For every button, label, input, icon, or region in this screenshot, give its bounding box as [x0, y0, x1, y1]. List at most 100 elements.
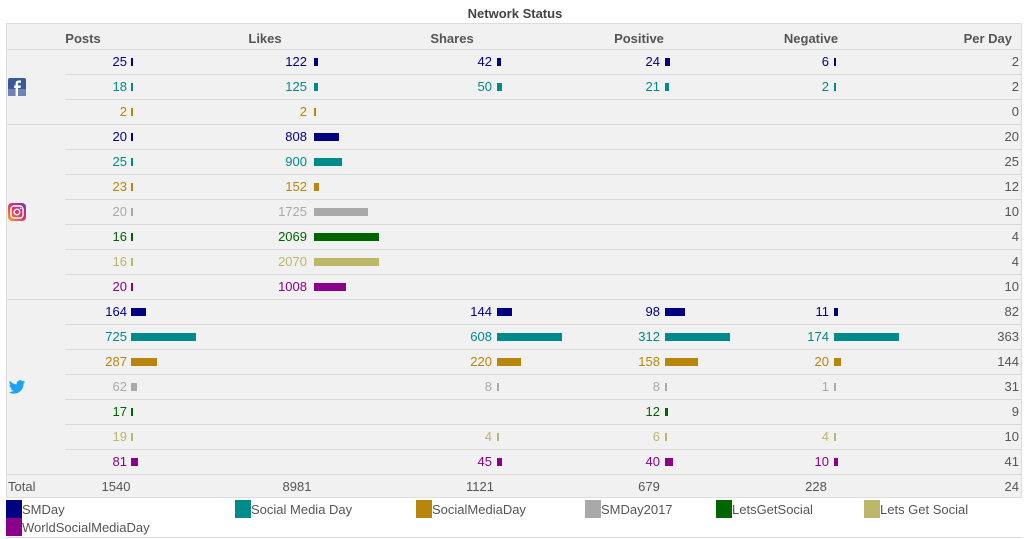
bar-shares — [497, 358, 521, 366]
cell-posts: 18 — [112, 79, 127, 94]
table-row — [7, 449, 1021, 474]
row-divider — [65, 174, 1021, 175]
total-per-day: 24 — [1004, 479, 1019, 494]
bar-negative — [834, 358, 841, 366]
cell-per-day: 41 — [1004, 454, 1019, 469]
bar-negative — [834, 333, 899, 341]
cell-per-day: 31 — [1004, 379, 1019, 394]
legend-item[interactable]: SMDay — [6, 500, 65, 518]
bar-negative — [834, 458, 838, 466]
column-header-positive[interactable]: Positive — [614, 31, 664, 46]
row-divider — [65, 349, 1021, 350]
cell-per-day: 82 — [1004, 304, 1019, 319]
bar-posts — [131, 83, 133, 91]
cell-posts: 25 — [112, 54, 127, 69]
bar-likes — [314, 83, 318, 91]
bar-negative — [834, 83, 836, 91]
table-row — [7, 299, 1021, 324]
bar-posts — [131, 358, 157, 366]
column-header-posts[interactable]: Posts — [65, 31, 101, 46]
cell-negative: 4 — [821, 429, 829, 444]
cell-positive: 6 — [652, 429, 660, 444]
cell-likes: 2 — [299, 104, 307, 119]
column-header-negative[interactable]: Negative — [783, 31, 839, 46]
cell-per-day: 2 — [1011, 79, 1019, 94]
bar-shares — [497, 333, 562, 341]
cell-posts: 16 — [112, 229, 127, 244]
cell-per-day: 2 — [1011, 54, 1019, 69]
cell-positive: 8 — [652, 379, 660, 394]
bar-likes — [314, 108, 316, 116]
legend: SMDay Social Media Day SocialMediaDay SMDay… — [0, 498, 1030, 538]
cell-positive: 158 — [638, 354, 660, 369]
bar-positive — [665, 308, 685, 316]
legend-swatch — [6, 518, 22, 536]
twitter-icon[interactable] — [8, 378, 26, 396]
cell-positive: 21 — [645, 79, 660, 94]
cell-likes: 900 — [285, 154, 307, 169]
bar-positive — [665, 408, 668, 416]
instagram-icon[interactable] — [8, 202, 26, 221]
cell-negative: 6 — [821, 54, 829, 69]
row-divider — [65, 424, 1021, 425]
legend-swatch — [716, 500, 732, 518]
column-header-per-day[interactable]: Per Day — [963, 31, 1012, 46]
cell-posts: 20 — [112, 279, 127, 294]
bar-likes — [314, 58, 318, 66]
cell-positive: 12 — [645, 404, 660, 419]
cell-per-day: 10 — [1004, 429, 1019, 444]
bar-posts — [131, 208, 133, 216]
table-row — [7, 74, 1021, 99]
legend-item[interactable]: WorldSocialMediaDay — [6, 518, 150, 536]
row-divider — [65, 374, 1021, 375]
cell-likes: 122 — [285, 54, 307, 69]
bar-likes — [314, 133, 339, 141]
bar-shares — [497, 58, 501, 66]
table-row — [7, 49, 1021, 74]
cell-posts: 16 — [112, 254, 127, 269]
bar-likes — [314, 258, 379, 266]
total-positive: 679 — [638, 479, 660, 494]
column-header-shares[interactable]: Shares — [430, 31, 474, 46]
cell-posts: 20 — [112, 129, 127, 144]
cell-posts: 17 — [112, 404, 127, 419]
legend-item[interactable]: Lets Get Social — [864, 500, 968, 518]
cell-shares: 42 — [477, 54, 492, 69]
total-label: Total — [8, 479, 36, 494]
cell-per-day: 0 — [1011, 104, 1019, 119]
row-divider — [65, 399, 1021, 400]
cell-positive: 24 — [645, 54, 660, 69]
legend-item[interactable]: LetsGetSocial — [716, 500, 813, 518]
bar-posts — [131, 158, 133, 166]
bar-shares — [497, 433, 499, 441]
cell-shares: 50 — [477, 79, 492, 94]
chart-title: Network Status — [467, 6, 563, 21]
cell-per-day: 4 — [1011, 254, 1019, 269]
bar-likes — [314, 283, 346, 291]
table-row — [7, 174, 1021, 199]
cell-shares: 4 — [484, 429, 492, 444]
legend-swatch — [585, 500, 601, 518]
legend-item[interactable]: Social Media Day — [235, 500, 352, 518]
total-divider — [7, 474, 1021, 475]
cell-shares: 45 — [477, 454, 492, 469]
cell-shares: 608 — [470, 329, 492, 344]
cell-posts: 81 — [112, 454, 127, 469]
table-row — [7, 399, 1021, 424]
cell-per-day: 20 — [1004, 129, 1019, 144]
legend-label: SMDay2017 — [601, 502, 673, 517]
cell-negative: 11 — [815, 304, 830, 319]
cell-per-day: 10 — [1004, 204, 1019, 219]
legend-item[interactable]: SocialMediaDay — [416, 500, 526, 518]
cell-negative: 10 — [814, 454, 829, 469]
bar-posts — [131, 283, 133, 291]
bar-shares — [497, 83, 502, 91]
legend-item[interactable]: SMDay2017 — [585, 500, 673, 518]
cell-per-day: 144 — [997, 354, 1019, 369]
legend-label: SMDay — [22, 502, 65, 517]
facebook-icon[interactable] — [8, 77, 26, 96]
bar-positive — [665, 83, 669, 91]
bar-posts — [131, 308, 146, 316]
bar-shares — [497, 458, 502, 466]
column-header-likes[interactable]: Likes — [248, 31, 282, 46]
